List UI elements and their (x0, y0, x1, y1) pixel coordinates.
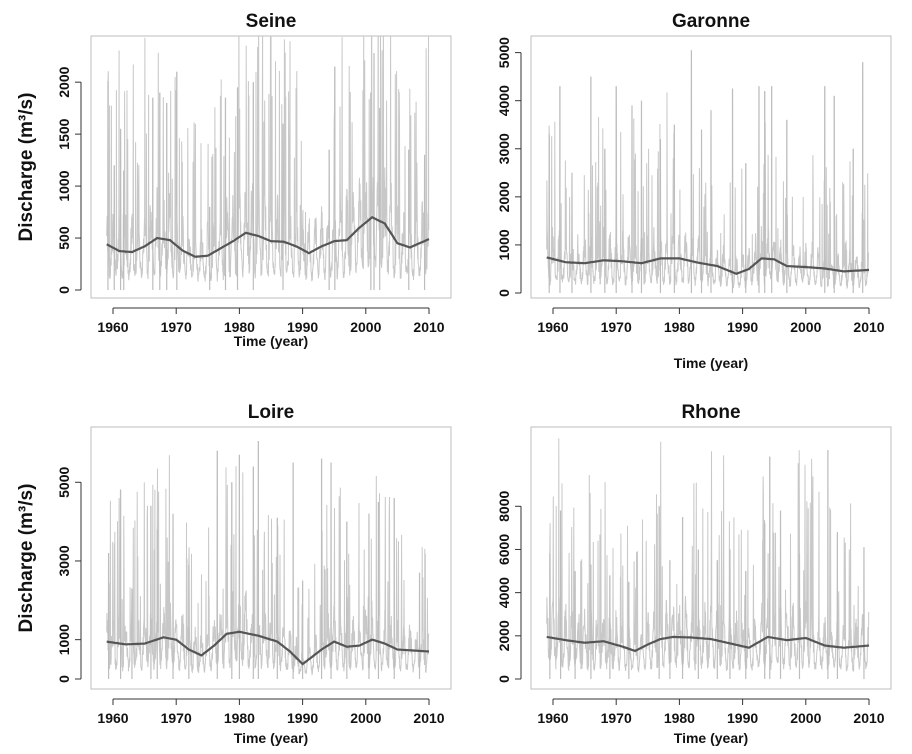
x-tick-label: 1970 (601, 710, 632, 726)
x-tick-label: 1980 (664, 319, 695, 335)
y-tick-label: 500 (56, 226, 72, 250)
raw-series-line (546, 50, 870, 290)
y-tick-label: 4000 (496, 577, 512, 608)
x-tick-label: 2010 (413, 319, 444, 335)
chart-title: Rhone (681, 402, 740, 423)
y-tick-label: 8000 (496, 491, 512, 522)
y-tick-label: 3000 (496, 133, 512, 164)
y-tick-label: 4000 (496, 85, 512, 116)
x-tick-label: 1960 (97, 710, 128, 726)
x-tick-label: 1960 (97, 319, 128, 335)
x-tick-label: 2010 (853, 710, 884, 726)
y-tick-label: 1000 (56, 624, 72, 655)
smooth-trend-line (546, 256, 870, 275)
x-tick-label: 1980 (224, 319, 255, 335)
panel-rhone: Rhone 1960 1970 1980 1990 2000 2010 Time (year)… (496, 402, 892, 746)
y-tick-label: 0 (56, 286, 72, 294)
x-axis-label: Time (year) (234, 333, 308, 349)
x-tick-label: 2000 (790, 319, 821, 335)
y-tick-label: 1000 (56, 170, 72, 201)
chart-title: Garonne (672, 11, 750, 32)
y-axis-label: Discharge (m³/s) (16, 484, 37, 633)
x-tick-label: 2000 (350, 710, 381, 726)
panel-seine: Seine 1960 1970 1980 1990 2000 2010 Time (year)… (16, 11, 452, 349)
y-tick-label: 0 (496, 289, 512, 297)
series-group (546, 438, 870, 679)
x-tick-label: 1960 (537, 319, 568, 335)
x-tick-label: 2010 (413, 710, 444, 726)
chart-title: Loire (248, 402, 294, 423)
y-tick-label: 5000 (496, 37, 512, 68)
x-tick-label: 1970 (161, 710, 192, 726)
y-axis-label: Discharge (m³/s) (16, 93, 37, 242)
x-axis-label: Time (year) (674, 355, 748, 371)
y-tick-label: 2000 (496, 620, 512, 651)
y-tick-label: 1500 (56, 118, 72, 149)
plot-frame (530, 426, 892, 690)
series-group (106, 440, 430, 679)
y-tick-label: 1000 (496, 229, 512, 260)
series-group (106, 36, 430, 290)
x-tick-label: 1960 (537, 710, 568, 726)
x-tick-label: 2000 (350, 319, 381, 335)
panel-garonne: Garonne 1960 1970 1980 1990 2000 2010 Time (yea… (496, 11, 892, 371)
y-tick-label: 6000 (496, 534, 512, 565)
y-tick-label: 0 (56, 675, 72, 683)
smooth-trend-line (106, 630, 430, 666)
x-tick-label: 1980 (224, 710, 255, 726)
plot-frame (90, 426, 452, 690)
x-axis-label: Time (year) (234, 730, 308, 746)
y-tick-label: 5000 (56, 466, 72, 497)
x-tick-label: 1990 (287, 319, 318, 335)
x-tick-label: 1980 (664, 710, 695, 726)
chart-title: Seine (246, 11, 297, 32)
panel-loire: Loire 1960 1970 1980 1990 2000 2010 Time (year)… (16, 402, 452, 746)
x-tick-label: 1990 (727, 319, 758, 335)
y-tick-label: 2000 (496, 181, 512, 212)
smooth-trend-line (546, 635, 870, 653)
smooth-trend-line (106, 216, 430, 258)
x-tick-label: 1970 (601, 319, 632, 335)
x-tick-label: 1970 (161, 319, 192, 335)
x-tick-label: 1990 (287, 710, 318, 726)
x-tick-label: 2000 (790, 710, 821, 726)
x-tick-label: 1990 (727, 710, 758, 726)
y-tick-label: 2000 (56, 66, 72, 97)
raw-series-line (546, 438, 870, 673)
x-axis-label: Time (year) (674, 730, 748, 746)
series-group (546, 50, 870, 293)
raw-series-line (106, 440, 430, 676)
x-tick-label: 2010 (853, 319, 884, 335)
y-tick-label: 3000 (56, 545, 72, 576)
plot-frame (530, 35, 892, 299)
y-tick-label: 0 (496, 675, 512, 683)
